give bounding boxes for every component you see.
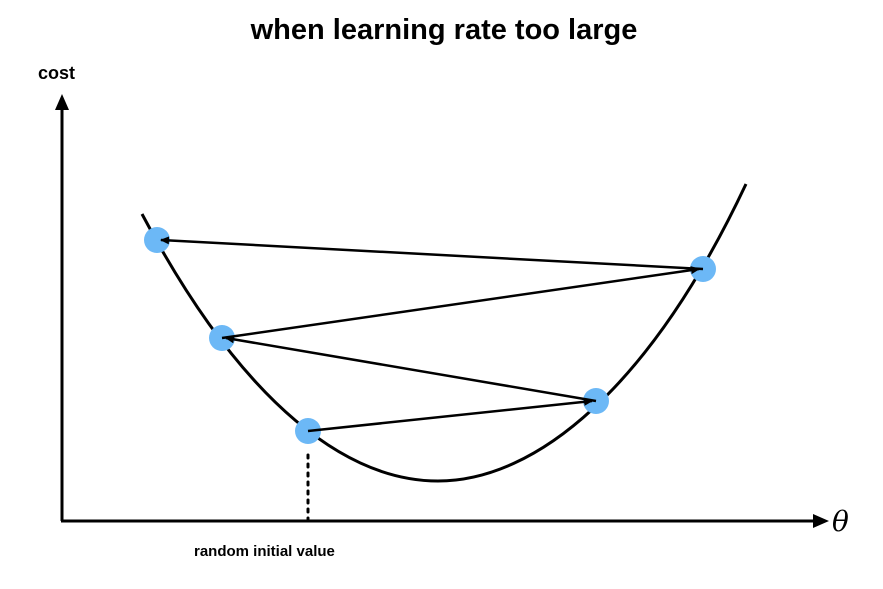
y-axis-label: cost (38, 63, 75, 83)
cost-curve (140, 183, 748, 483)
step-arrow-2 (225, 335, 597, 403)
x-axis-arrowhead (813, 514, 829, 528)
point-5 (144, 227, 170, 253)
x-axis-label: θ (832, 505, 849, 538)
step-arrow-4 (160, 236, 704, 271)
initial-value-label: random initial value (194, 543, 335, 560)
diagram-title: when learning rate too large (250, 14, 638, 46)
step-arrow-1 (307, 397, 593, 433)
y-axis-arrowhead (55, 94, 69, 110)
step-arrow-3 (221, 266, 700, 340)
